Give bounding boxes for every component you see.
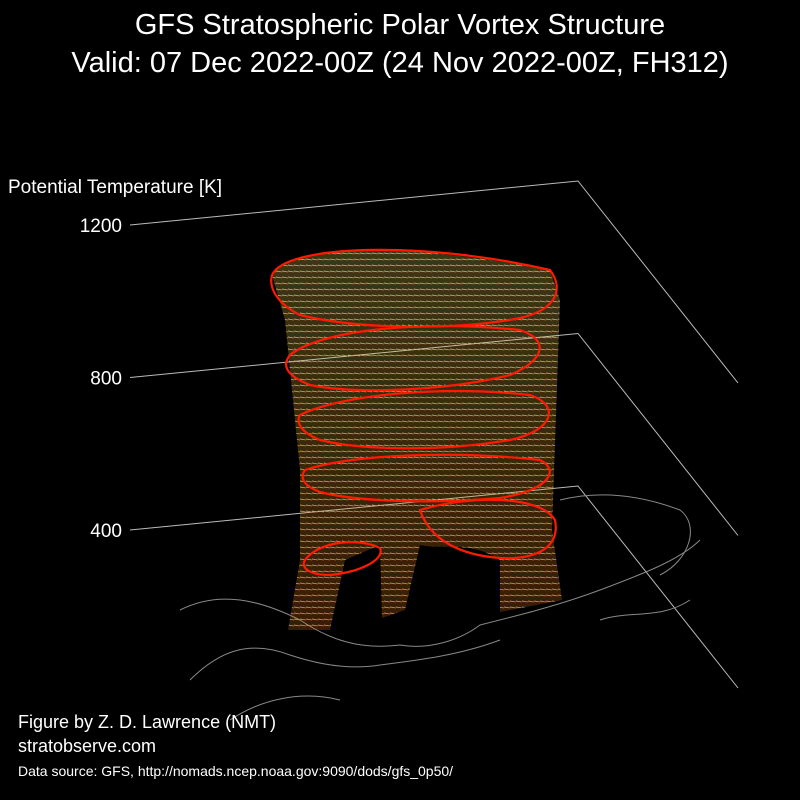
- grid-line: [129, 332, 739, 536]
- grid-line: [129, 485, 739, 689]
- z-tick-label: 1200: [80, 216, 122, 237]
- grid-line: [129, 180, 739, 384]
- coastlines: [179, 494, 701, 721]
- chart-subtitle: Valid: 07 Dec 2022-00Z (24 Nov 2022-00Z,…: [71, 47, 728, 79]
- data-source: Data source: GFS, http://nomads.ncep.noa…: [18, 763, 453, 779]
- credit: Figure by Z. D. Lawrence (NMT): [18, 712, 276, 732]
- z-axis-label: Potential Temperature [K]: [8, 177, 222, 198]
- website: stratobserve.com: [18, 736, 156, 756]
- z-tick-label: 400: [90, 521, 122, 542]
- z-tick-label: 800: [90, 369, 122, 390]
- chart-title: GFS Stratospheric Polar Vortex Structure: [135, 9, 665, 41]
